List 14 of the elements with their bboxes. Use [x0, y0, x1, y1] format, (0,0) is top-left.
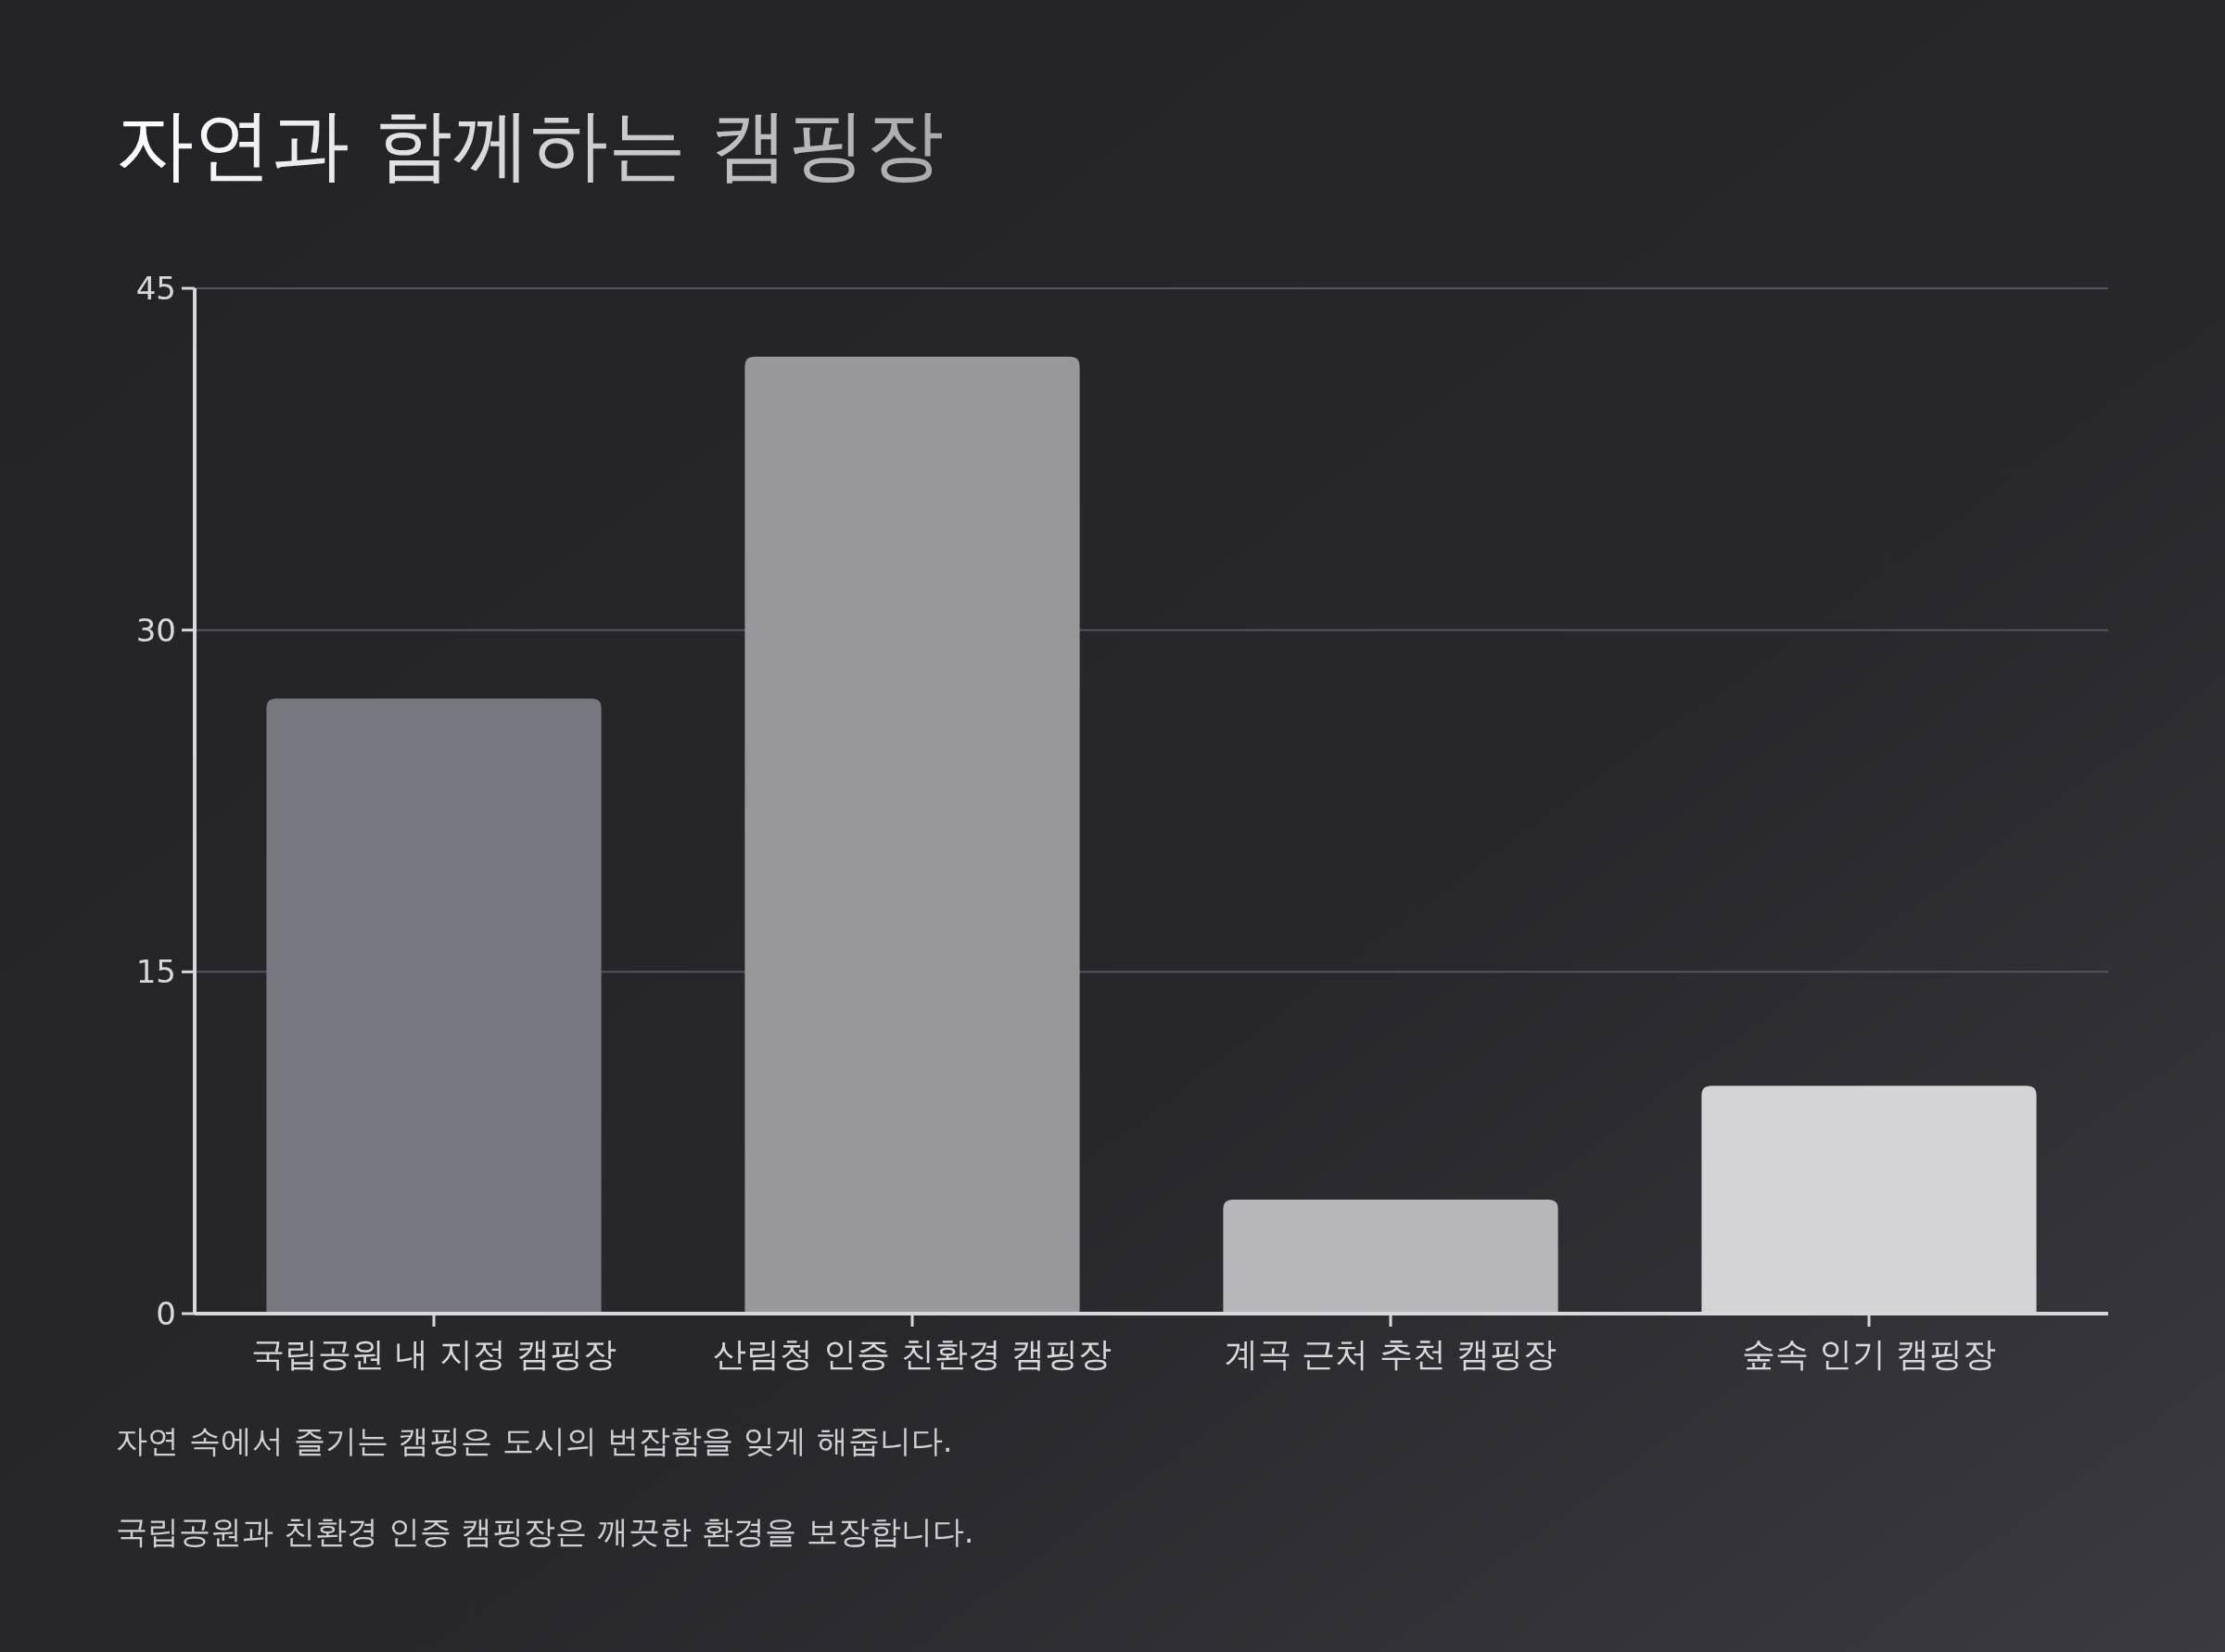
- text: 자연 속에서 즐기는 캠핑은 도시의 번잡함을 잊게 해줍니다.: [116, 1422, 953, 1459]
- bar: [744, 356, 1080, 1314]
- x-tick-label: 국립공원 내 지정 캠핑장: [250, 1335, 617, 1373]
- bar: [1223, 1200, 1558, 1314]
- x-tick-label: 숲속 인기 캠핑장: [1741, 1335, 1997, 1373]
- y-tick-label: 0: [156, 1294, 176, 1332]
- x-tick-label: 산림청 인증 친환경 캠핑장: [712, 1335, 1112, 1373]
- x-tick-label: 계곡 근처 추천 캠핑장: [1224, 1335, 1558, 1373]
- bar: [266, 698, 602, 1314]
- chart-title: 자연과 함께하는 캠핑장: [116, 99, 945, 190]
- y-tick-label: 45: [135, 269, 176, 307]
- y-tick-label: 15: [135, 953, 176, 991]
- text: 국립공원과 친환경 인증 캠핑장은 깨끗한 환경을 보장합니다.: [116, 1513, 974, 1550]
- y-tick-label: 30: [135, 611, 176, 649]
